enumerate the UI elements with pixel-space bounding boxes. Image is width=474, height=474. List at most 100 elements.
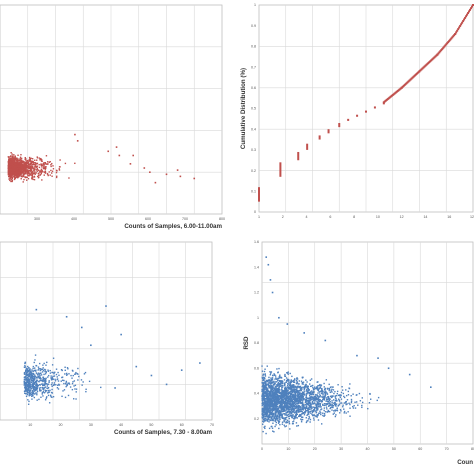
data-point xyxy=(274,415,277,417)
data-point xyxy=(286,405,288,407)
data-point xyxy=(263,382,265,384)
data-point xyxy=(297,407,299,410)
data-point xyxy=(263,405,265,407)
data-point xyxy=(293,399,296,402)
data-point xyxy=(56,376,58,378)
data-point xyxy=(13,157,15,159)
data-point xyxy=(283,393,285,396)
data-point xyxy=(32,170,35,172)
data-point xyxy=(290,379,292,381)
data-point xyxy=(272,393,274,395)
data-point xyxy=(263,386,266,389)
data-point xyxy=(305,394,307,397)
data-point xyxy=(10,164,13,166)
data-point xyxy=(293,381,296,384)
data-point xyxy=(267,418,270,420)
data-point xyxy=(34,386,36,389)
data-point xyxy=(268,393,270,395)
x-tick-label: 40 xyxy=(366,447,370,451)
data-point xyxy=(274,375,277,377)
data-point xyxy=(13,162,16,164)
data-point xyxy=(289,400,292,403)
data-point xyxy=(313,419,315,421)
data-point xyxy=(288,421,290,423)
data-point xyxy=(281,380,283,382)
data-point xyxy=(322,398,324,401)
data-point xyxy=(296,378,299,380)
data-point xyxy=(310,405,312,407)
data-point xyxy=(272,415,274,417)
data-point xyxy=(29,160,32,162)
data-point xyxy=(293,388,295,390)
data-point xyxy=(261,402,263,405)
data-point xyxy=(298,411,301,413)
data-point xyxy=(46,361,48,364)
data-point xyxy=(73,398,75,400)
data-point xyxy=(291,385,293,388)
data-point xyxy=(31,376,34,379)
data-point xyxy=(262,407,264,409)
data-point xyxy=(68,177,70,179)
data-point xyxy=(11,163,13,166)
data-point xyxy=(266,386,268,389)
data-point xyxy=(265,405,267,407)
data-point xyxy=(41,368,44,371)
data-point xyxy=(31,171,34,173)
data-point xyxy=(301,383,304,385)
data-point xyxy=(261,390,263,392)
data-point xyxy=(320,408,322,411)
data-point xyxy=(269,398,272,400)
data-point xyxy=(23,382,26,384)
data-point xyxy=(296,406,298,408)
data-point xyxy=(289,390,292,393)
data-point xyxy=(26,375,28,377)
data-point xyxy=(44,162,46,165)
data-point xyxy=(275,400,278,402)
data-point xyxy=(27,365,29,368)
data-point xyxy=(295,386,297,388)
data-point xyxy=(471,5,474,8)
data-point xyxy=(347,390,350,393)
data-point xyxy=(286,378,289,381)
data-point xyxy=(24,156,26,159)
data-point xyxy=(288,398,290,401)
data-point xyxy=(277,400,279,403)
data-point xyxy=(301,402,304,404)
data-point xyxy=(300,419,303,421)
data-point xyxy=(279,395,282,397)
data-point xyxy=(72,381,74,383)
data-point xyxy=(39,375,41,377)
data-point xyxy=(296,398,299,401)
data-point xyxy=(38,368,40,370)
data-point xyxy=(24,384,27,387)
data-point xyxy=(307,410,309,412)
data-point xyxy=(274,404,277,406)
data-point xyxy=(30,381,33,384)
data-point xyxy=(283,408,285,410)
data-point xyxy=(52,395,55,398)
x-tick-label: 8 xyxy=(353,215,355,219)
data-point xyxy=(305,386,308,388)
data-point xyxy=(27,379,29,382)
data-point xyxy=(331,403,333,406)
data-point xyxy=(32,385,34,387)
data-point xyxy=(261,399,263,402)
data-point xyxy=(271,427,274,429)
data-point xyxy=(323,402,326,405)
data-point xyxy=(294,385,297,388)
data-point xyxy=(302,404,305,406)
data-point xyxy=(33,373,35,375)
data-point xyxy=(313,397,316,400)
y-axis-label: RSD xyxy=(243,336,250,350)
data-point xyxy=(20,178,22,180)
data-point xyxy=(309,392,312,394)
data-point xyxy=(299,385,302,388)
data-point xyxy=(46,383,48,385)
data-point xyxy=(328,388,331,391)
data-point xyxy=(16,159,19,161)
data-point xyxy=(21,172,23,174)
data-point xyxy=(265,400,267,402)
data-point xyxy=(323,413,326,415)
data-point xyxy=(289,428,291,430)
data-point xyxy=(46,173,49,175)
